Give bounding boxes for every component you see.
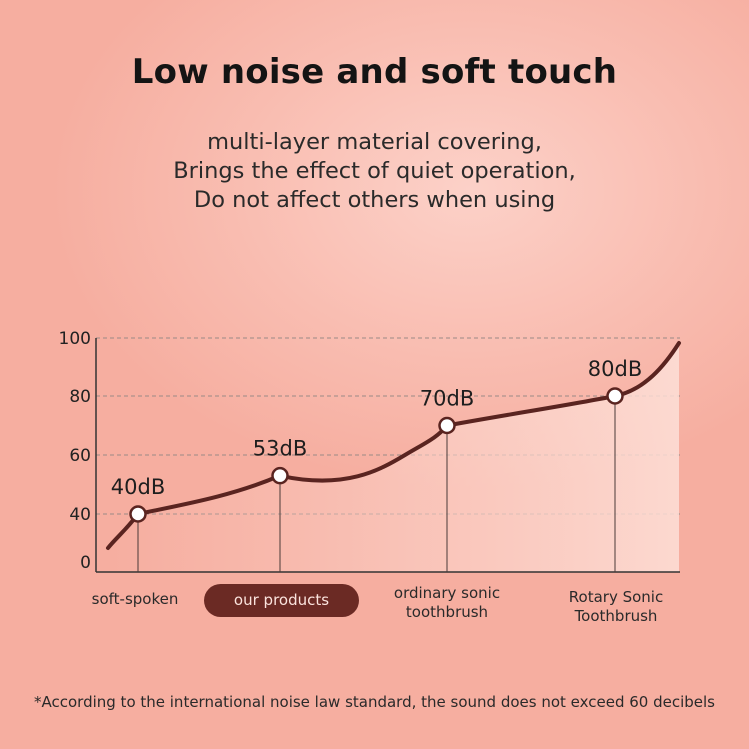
category-label-line: ordinary sonic (393, 584, 501, 602)
category-ordinary-sonic-toothbrush: ordinary sonic toothbrush (377, 584, 517, 622)
category-label-line: Rotary Sonic (568, 588, 664, 606)
data-point (438, 416, 456, 435)
data-label: 80dB (588, 357, 642, 381)
subtitle-line-3: Do not affect others when using (193, 187, 556, 213)
y-tick-label: 0 (80, 553, 91, 573)
category-our-products-pill: our products (204, 584, 359, 617)
subtitle-line-1: multi-layer material covering, (207, 129, 542, 155)
y-tick-label: 40 (69, 505, 91, 525)
category-label-line: soft-spoken (91, 590, 179, 608)
y-tick-label: 60 (69, 446, 91, 466)
category-label-line: toothbrush (405, 603, 489, 621)
subtitle: multi-layer material covering, Brings th… (0, 128, 749, 215)
category-label-line: Toothbrush (574, 607, 658, 625)
y-tick-label: 100 (59, 329, 91, 349)
data-label: 70dB (420, 387, 474, 411)
data-label: 53dB (253, 437, 307, 461)
y-tick-label: 80 (69, 387, 91, 407)
footnote: *According to the international noise la… (34, 693, 715, 711)
data-point (129, 505, 147, 523)
data-point (606, 387, 624, 405)
page-title: Low noise and soft touch (131, 52, 618, 92)
category-soft-spoken: soft-spoken (70, 590, 200, 609)
subtitle-line-2: Brings the effect of quiet operation, (173, 158, 576, 184)
curve-area (108, 343, 679, 572)
category-rotary-sonic-toothbrush: Rotary Sonic Toothbrush (546, 588, 686, 626)
data-point (271, 466, 289, 485)
data-label: 40dB (111, 475, 165, 499)
